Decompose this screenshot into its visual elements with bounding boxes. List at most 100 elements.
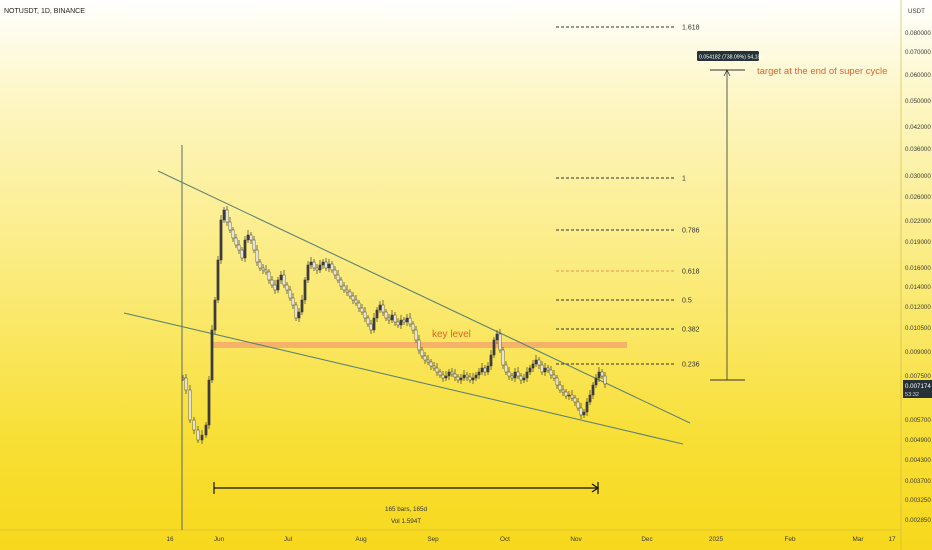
price-axis[interactable]: 0.080000 0.070000 0.060000 0.050000 0.042000… xyxy=(905,30,931,524)
candle-body xyxy=(273,284,277,291)
candle-body xyxy=(516,371,520,377)
candle-body xyxy=(339,279,343,287)
wedge-lower-line[interactable] xyxy=(123,312,684,445)
candle-body xyxy=(402,319,406,323)
price-tick-label: 0.002850 xyxy=(905,517,931,524)
candle-body xyxy=(200,434,204,441)
range-bars-label: 165 bars, 165d xyxy=(385,506,428,513)
candle-body xyxy=(321,261,325,266)
wedge-upper-line[interactable] xyxy=(157,170,691,424)
candle-body xyxy=(288,289,292,299)
candle-body xyxy=(483,367,487,373)
fib-level-label: 0.786 xyxy=(682,228,700,235)
candle-body xyxy=(498,333,502,351)
candle-body xyxy=(219,219,223,261)
price-tick-label: 0.004900 xyxy=(905,437,931,444)
candle-body xyxy=(504,364,508,373)
candle-body xyxy=(225,209,229,223)
candle-body xyxy=(477,371,481,376)
candle-body xyxy=(228,221,232,231)
candle-body xyxy=(588,394,592,403)
candle-body xyxy=(573,397,577,403)
fib-level-label: 1 xyxy=(682,176,686,183)
fib-level-label: 0.618 xyxy=(682,269,700,276)
candle-body xyxy=(438,371,442,376)
candle-body xyxy=(384,311,388,319)
price-tick-label: 0.014000 xyxy=(905,284,931,291)
candle-body xyxy=(411,323,415,331)
price-tick-label: 0.080000 xyxy=(905,30,931,37)
candle-body xyxy=(597,371,601,379)
candle-body xyxy=(486,365,490,373)
time-tick-label: 2025 xyxy=(709,536,724,543)
candle-body xyxy=(249,234,253,241)
candle-body xyxy=(423,355,427,361)
time-tick-label: Jul xyxy=(284,536,292,543)
candle-body xyxy=(216,259,220,301)
candle-body xyxy=(294,304,298,319)
fib-level-label: 0.5 xyxy=(682,298,692,305)
candle-body xyxy=(510,375,514,379)
fib-level-label: 1.618 xyxy=(682,25,700,32)
axis-unit-label: USDT xyxy=(908,8,925,15)
candle-body xyxy=(468,376,472,381)
candle-body xyxy=(366,317,370,325)
price-tick-label: 0.004300 xyxy=(905,457,931,464)
target-projection[interactable]: 0.054182 (738.09%) 54,182 target at the … xyxy=(697,51,887,381)
candle-body xyxy=(537,359,541,366)
candle-body xyxy=(576,401,580,409)
candle-body xyxy=(267,271,271,281)
candle-body xyxy=(336,274,340,281)
candle-body xyxy=(309,261,313,266)
candle-body xyxy=(348,291,352,297)
candle-body xyxy=(579,407,583,416)
time-axis[interactable]: 16 Jun Jul Aug Sep Oct Nov Dec 2025 Feb Mar 17 xyxy=(166,536,896,543)
candle-body xyxy=(285,284,289,291)
date-range-measure[interactable]: 165 bars, 165d Vol 1.594T xyxy=(213,482,600,525)
candle-body xyxy=(540,364,544,373)
candle-body xyxy=(306,264,310,281)
candle-body xyxy=(567,394,571,397)
candle-body xyxy=(231,229,235,239)
candle-body xyxy=(459,377,463,381)
candle-body xyxy=(333,269,337,276)
candle-body xyxy=(222,209,226,221)
price-tick-label: 0.012000 xyxy=(905,304,931,311)
current-price-tag: 0.007174 53:32 xyxy=(903,380,932,398)
fib-retracement[interactable]: 1.618 1 0.786 0.618 0.5 0.382 0.236 xyxy=(556,25,700,369)
candle-body xyxy=(534,359,538,365)
candle-body xyxy=(188,389,192,421)
candle-body xyxy=(414,329,418,341)
target-arrow-head xyxy=(723,69,731,77)
price-tick-label: 0.003700 xyxy=(905,478,931,485)
candle-body xyxy=(591,384,595,396)
candle-body xyxy=(450,371,454,375)
range-arrow-head xyxy=(591,483,600,493)
candle-body xyxy=(426,359,430,363)
candle-body xyxy=(315,267,319,271)
candle-body xyxy=(561,389,565,393)
time-tick-label: 17 xyxy=(888,536,896,543)
candle-body xyxy=(543,367,547,373)
candle-body xyxy=(600,371,604,377)
candle-body xyxy=(196,429,200,441)
candle-body xyxy=(570,394,574,399)
candle-body xyxy=(453,373,457,378)
candle-body xyxy=(585,401,589,413)
time-tick-label: Mar xyxy=(852,536,864,543)
candle-body xyxy=(213,299,217,331)
candle-body xyxy=(300,299,304,313)
candle-body xyxy=(513,371,517,379)
price-tick-label: 0.070000 xyxy=(905,49,931,56)
candle-body xyxy=(204,424,208,436)
candle-body xyxy=(471,377,475,381)
candle-body xyxy=(480,367,484,373)
fib-level-label: 0.236 xyxy=(682,362,700,369)
price-tick-label: 0.022000 xyxy=(905,218,931,225)
target-measure-text: 0.054182 (738.09%) 54,182 xyxy=(699,55,763,61)
candle-body xyxy=(375,309,379,319)
candle-body xyxy=(594,377,598,386)
candle-body xyxy=(405,317,409,323)
candle-body xyxy=(525,371,529,379)
